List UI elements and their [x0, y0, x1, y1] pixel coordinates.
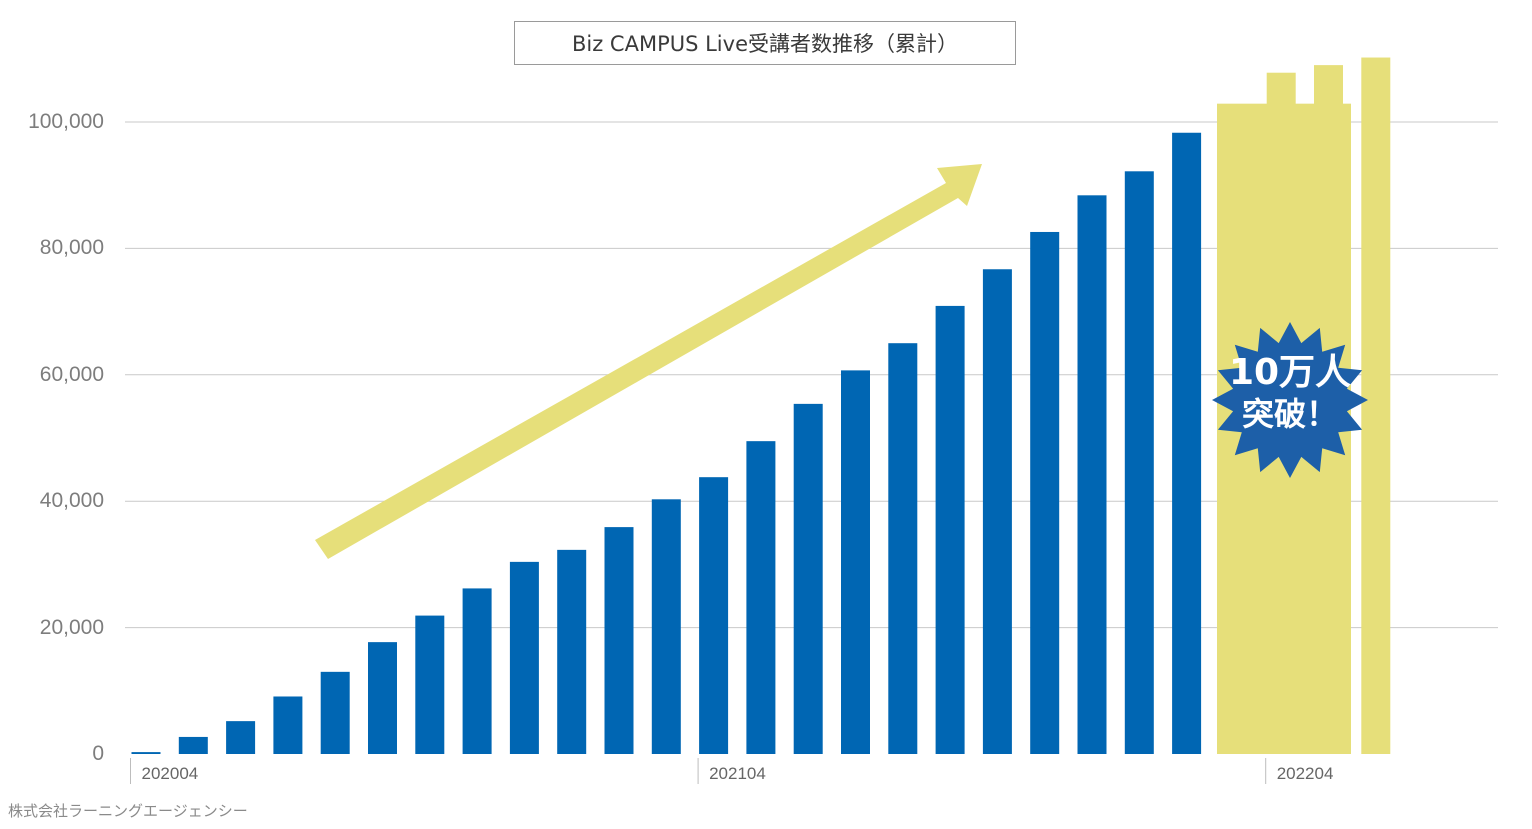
- x-tick-label: 202104: [709, 764, 766, 783]
- bar: [982, 269, 1012, 754]
- milestone-badge-text: 10万人 突破！: [1210, 353, 1370, 432]
- bar: [509, 561, 539, 754]
- bar: [1124, 171, 1154, 754]
- badge-line1: 10万人: [1228, 352, 1352, 393]
- badge-burst-icon: [1212, 322, 1368, 478]
- bar: [651, 499, 681, 754]
- bar: [1030, 231, 1060, 754]
- chart-title: Biz CAMPUS Live受講者数推移（累計）: [514, 21, 1016, 65]
- bar: [462, 588, 492, 754]
- bar: [793, 403, 823, 754]
- bar: [841, 370, 870, 754]
- bar: [226, 721, 256, 754]
- x-axis: [130, 758, 1267, 784]
- y-tick-label: 40,000: [39, 489, 104, 513]
- y-tick-label: 60,000: [39, 362, 104, 386]
- bar: [1077, 195, 1107, 754]
- credit-text: 株式会社ラーニングエージェンシー: [8, 802, 248, 820]
- bar: [888, 343, 918, 754]
- bar: [935, 305, 965, 754]
- bar: [368, 642, 397, 754]
- bar: [557, 549, 587, 754]
- y-tick-label: 100,000: [28, 110, 104, 133]
- bar: [178, 736, 208, 754]
- x-tick-label: 202004: [141, 764, 199, 783]
- bar: [746, 441, 776, 754]
- trend-arrow: [315, 164, 982, 559]
- bar: [131, 752, 161, 754]
- highlight-bar: [1361, 57, 1391, 754]
- bar: [1172, 132, 1202, 754]
- x-tick-label: 202204: [1276, 764, 1334, 783]
- y-tick-label: 80,000: [39, 236, 104, 260]
- y-tick-label: 20,000: [39, 615, 104, 639]
- badge-line2: 突破！: [1241, 394, 1338, 433]
- bar: [415, 615, 445, 754]
- bar: [699, 477, 729, 754]
- bars: [131, 57, 1391, 755]
- bar: [320, 671, 350, 754]
- bar: [273, 696, 303, 754]
- bar: [604, 527, 634, 754]
- y-tick-label: 0: [92, 742, 104, 765]
